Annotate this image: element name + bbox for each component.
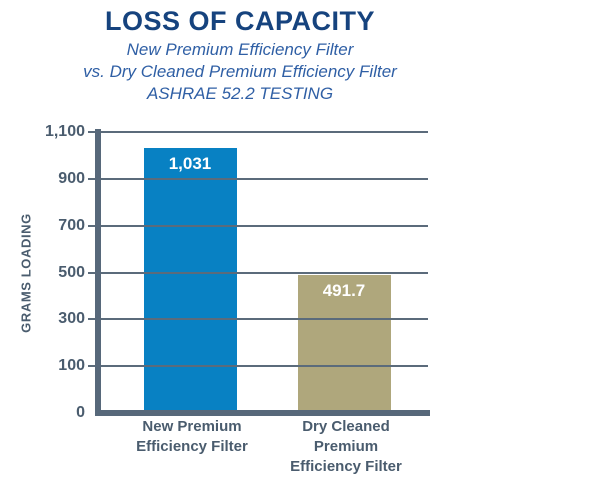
y-tick-label-900: 900 — [58, 170, 85, 187]
y-tick-label-0: 0 — [76, 404, 85, 421]
gridline-100 — [88, 365, 428, 368]
y-tick-label-300: 300 — [58, 310, 85, 328]
x-axis-baseline — [95, 410, 430, 416]
x-category-label-line: Efficiency Filter — [290, 458, 402, 475]
bar-value-label-491.7: 491.7 — [322, 280, 366, 300]
y-tick-label-700: 700 — [58, 216, 85, 234]
y-axis-line — [95, 129, 101, 416]
x-category-label-line: Dry Cleaned — [302, 418, 390, 435]
x-category-label-line: New Premium — [142, 418, 242, 435]
x-category-label-dry-cleaned-filter: Dry Cleaned Premium Efficiency Filter — [251, 417, 441, 477]
bar-dry-cleaned-filter — [297, 274, 391, 410]
bar-new-filter — [143, 148, 237, 410]
chart-header: LOSS OF CAPACITY New Premium Efficiency … — [0, 6, 480, 105]
y-tick-label-1,100: 1,100 — [44, 123, 85, 141]
x-category-label-line: Premium — [313, 438, 379, 455]
gridline-500 — [88, 271, 428, 274]
gridline-300 — [88, 318, 428, 321]
chart-subtitle-line-1: New Premium Efficiency Filter — [126, 40, 354, 59]
chart-title: LOSS OF CAPACITY — [104, 6, 375, 36]
gridline-900 — [88, 178, 428, 180]
chart-subtitle-line-2: vs. Dry Cleaned Premium Efficiency Filte… — [83, 62, 397, 81]
bar-value-label-1,031: 1,031 — [168, 154, 212, 174]
y-tick-label-100: 100 — [58, 357, 85, 375]
gridline-700 — [88, 224, 428, 227]
x-category-label-line: Efficiency Filter — [136, 438, 248, 455]
gridline-1,100 — [88, 131, 428, 134]
x-category-label-new-filter: New Premium Efficiency Filter — [97, 417, 287, 457]
y-tick-label-500: 500 — [58, 263, 85, 281]
chart-subtitle-line-3: ASHRAE 52.2 TESTING — [146, 84, 334, 103]
